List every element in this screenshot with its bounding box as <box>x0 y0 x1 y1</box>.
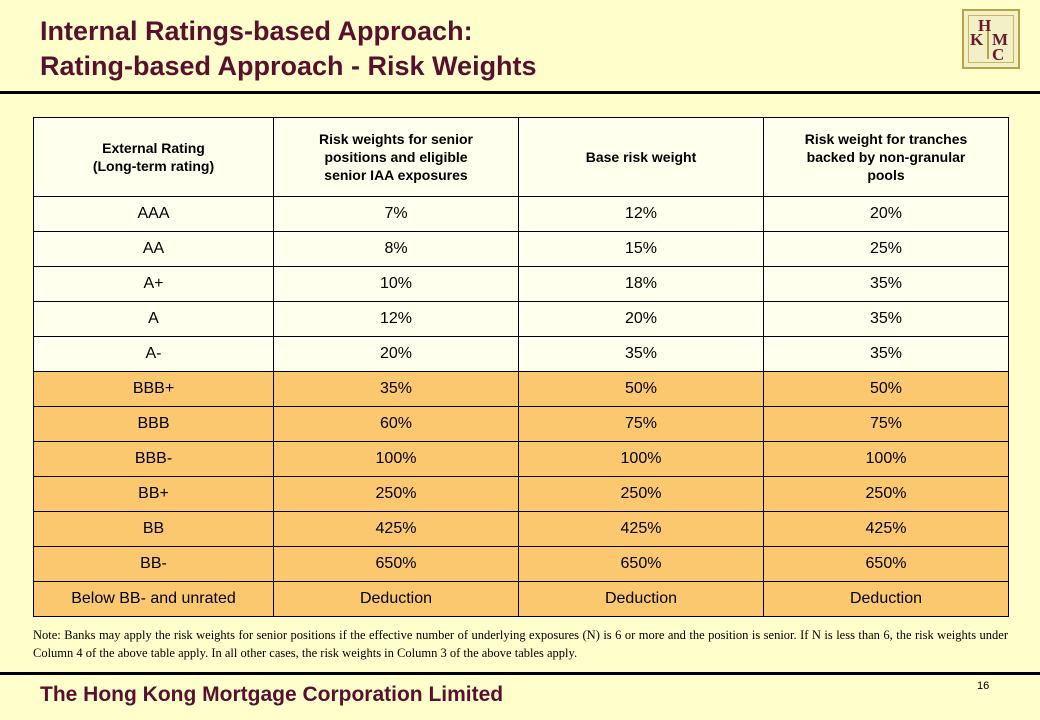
page-number: 16 <box>977 680 990 692</box>
header-line: backed by non-granular <box>806 149 966 165</box>
header-rule <box>0 91 1040 94</box>
senior-weight-cell: 10% <box>273 266 519 302</box>
senior-weight-cell: 60% <box>273 406 519 442</box>
rating-cell: A- <box>33 336 274 372</box>
header-external-rating: External Rating (Long-term rating) <box>33 117 274 197</box>
non-granular-weight-cell: 75% <box>763 406 1009 442</box>
table-row: BBB+ 35% 50% 50% <box>33 371 1009 407</box>
table-row: BB+ 250% 250% 250% <box>33 476 1009 512</box>
table-row: A- 20% 35% 35% <box>33 336 1009 372</box>
page-title: Internal Ratings-based Approach: Rating-… <box>40 14 537 84</box>
table-row: AAA 7% 12% 20% <box>33 196 1009 232</box>
logo-letter-c: C <box>992 45 1005 64</box>
non-granular-weight-cell: 650% <box>763 546 1009 582</box>
non-granular-weight-cell: 250% <box>763 476 1009 512</box>
base-weight-cell: 50% <box>518 371 764 407</box>
non-granular-weight-cell: 100% <box>763 441 1009 477</box>
senior-weight-cell: 7% <box>273 196 519 232</box>
rating-cell: AA <box>33 231 274 267</box>
senior-weight-cell: 20% <box>273 336 519 372</box>
header-senior-risk-weights: Risk weights for senior positions and el… <box>273 117 519 197</box>
rating-cell: Below BB- and unrated <box>33 581 274 617</box>
senior-weight-cell: 250% <box>273 476 519 512</box>
header-non-granular-risk-weight: Risk weight for tranches backed by non-g… <box>763 117 1009 197</box>
rating-cell: BB- <box>33 546 274 582</box>
footer-company: The Hong Kong Mortgage Corporation Limit… <box>40 683 504 706</box>
senior-weight-cell: 35% <box>273 371 519 407</box>
table-row: Below BB- and unrated Deduction Deduction D… <box>33 581 1009 617</box>
table-row: A 12% 20% 35% <box>33 301 1009 337</box>
header-line: senior IAA exposures <box>324 167 468 183</box>
senior-weight-cell: 650% <box>273 546 519 582</box>
table-row: BB- 650% 650% 650% <box>33 546 1009 582</box>
footer-rule <box>0 672 1040 675</box>
non-granular-weight-cell: 20% <box>763 196 1009 232</box>
non-granular-weight-cell: Deduction <box>763 581 1009 617</box>
title-line-2: Rating-based Approach - Risk Weights <box>40 51 537 81</box>
senior-weight-cell: 8% <box>273 231 519 267</box>
base-weight-cell: 250% <box>518 476 764 512</box>
logo-letter-k: K <box>970 30 984 49</box>
table-row: A+ 10% 18% 35% <box>33 266 1009 302</box>
header-line: positions and eligible <box>324 149 468 165</box>
base-weight-cell: 35% <box>518 336 764 372</box>
rating-cell: A <box>33 301 274 337</box>
senior-weight-cell: 100% <box>273 441 519 477</box>
table-body: AAA 7% 12% 20% AA 8% 15% 25% A+ 10% 18% 35% A 12% 20% 3… <box>33 196 1009 617</box>
rating-cell: AAA <box>33 196 274 232</box>
rating-cell: BBB- <box>33 441 274 477</box>
header-line: pools <box>867 167 905 183</box>
logo-letter-h: H <box>978 16 992 35</box>
non-granular-weight-cell: 35% <box>763 301 1009 337</box>
base-weight-cell: 15% <box>518 231 764 267</box>
base-weight-cell: 425% <box>518 511 764 547</box>
base-weight-cell: 20% <box>518 301 764 337</box>
senior-weight-cell: 425% <box>273 511 519 547</box>
header-line: External Rating <box>102 140 205 156</box>
logo-divider <box>987 29 989 59</box>
header-line: Base risk weight <box>585 149 697 165</box>
header-line: (Long-term rating) <box>92 158 215 174</box>
rating-cell: BB <box>33 511 274 547</box>
non-granular-weight-cell: 50% <box>763 371 1009 407</box>
hkmc-logo: H K M C <box>962 9 1020 69</box>
non-granular-weight-cell: 425% <box>763 511 1009 547</box>
header-line: Risk weights for senior <box>318 131 474 147</box>
table-header-row: External Rating (Long-term rating) Risk … <box>33 117 1009 197</box>
base-weight-cell: 100% <box>518 441 764 477</box>
rating-cell: BBB <box>33 406 274 442</box>
rating-cell: BBB+ <box>33 371 274 407</box>
logo-frame <box>968 15 1014 63</box>
risk-weights-table: External Rating (Long-term rating) Risk … <box>33 117 1009 617</box>
non-granular-weight-cell: 35% <box>763 336 1009 372</box>
base-weight-cell: 18% <box>518 266 764 302</box>
base-weight-cell: 650% <box>518 546 764 582</box>
rating-cell: BB+ <box>33 476 274 512</box>
logo-letter-m: M <box>992 30 1009 49</box>
senior-weight-cell: Deduction <box>273 581 519 617</box>
non-granular-weight-cell: 35% <box>763 266 1009 302</box>
title-line-1: Internal Ratings-based Approach: <box>40 16 473 46</box>
non-granular-weight-cell: 25% <box>763 231 1009 267</box>
base-weight-cell: Deduction <box>518 581 764 617</box>
table-row: BBB 60% 75% 75% <box>33 406 1009 442</box>
table-row: BBB- 100% 100% 100% <box>33 441 1009 477</box>
header-line: Risk weight for tranches <box>804 131 968 147</box>
senior-weight-cell: 12% <box>273 301 519 337</box>
header-base-risk-weight: Base risk weight <box>518 117 764 197</box>
table-note: Note: Banks may apply the risk weights f… <box>33 628 1008 660</box>
base-weight-cell: 12% <box>518 196 764 232</box>
table-row: BB 425% 425% 425% <box>33 511 1009 547</box>
table-row: AA 8% 15% 25% <box>33 231 1009 267</box>
base-weight-cell: 75% <box>518 406 764 442</box>
rating-cell: A+ <box>33 266 274 302</box>
